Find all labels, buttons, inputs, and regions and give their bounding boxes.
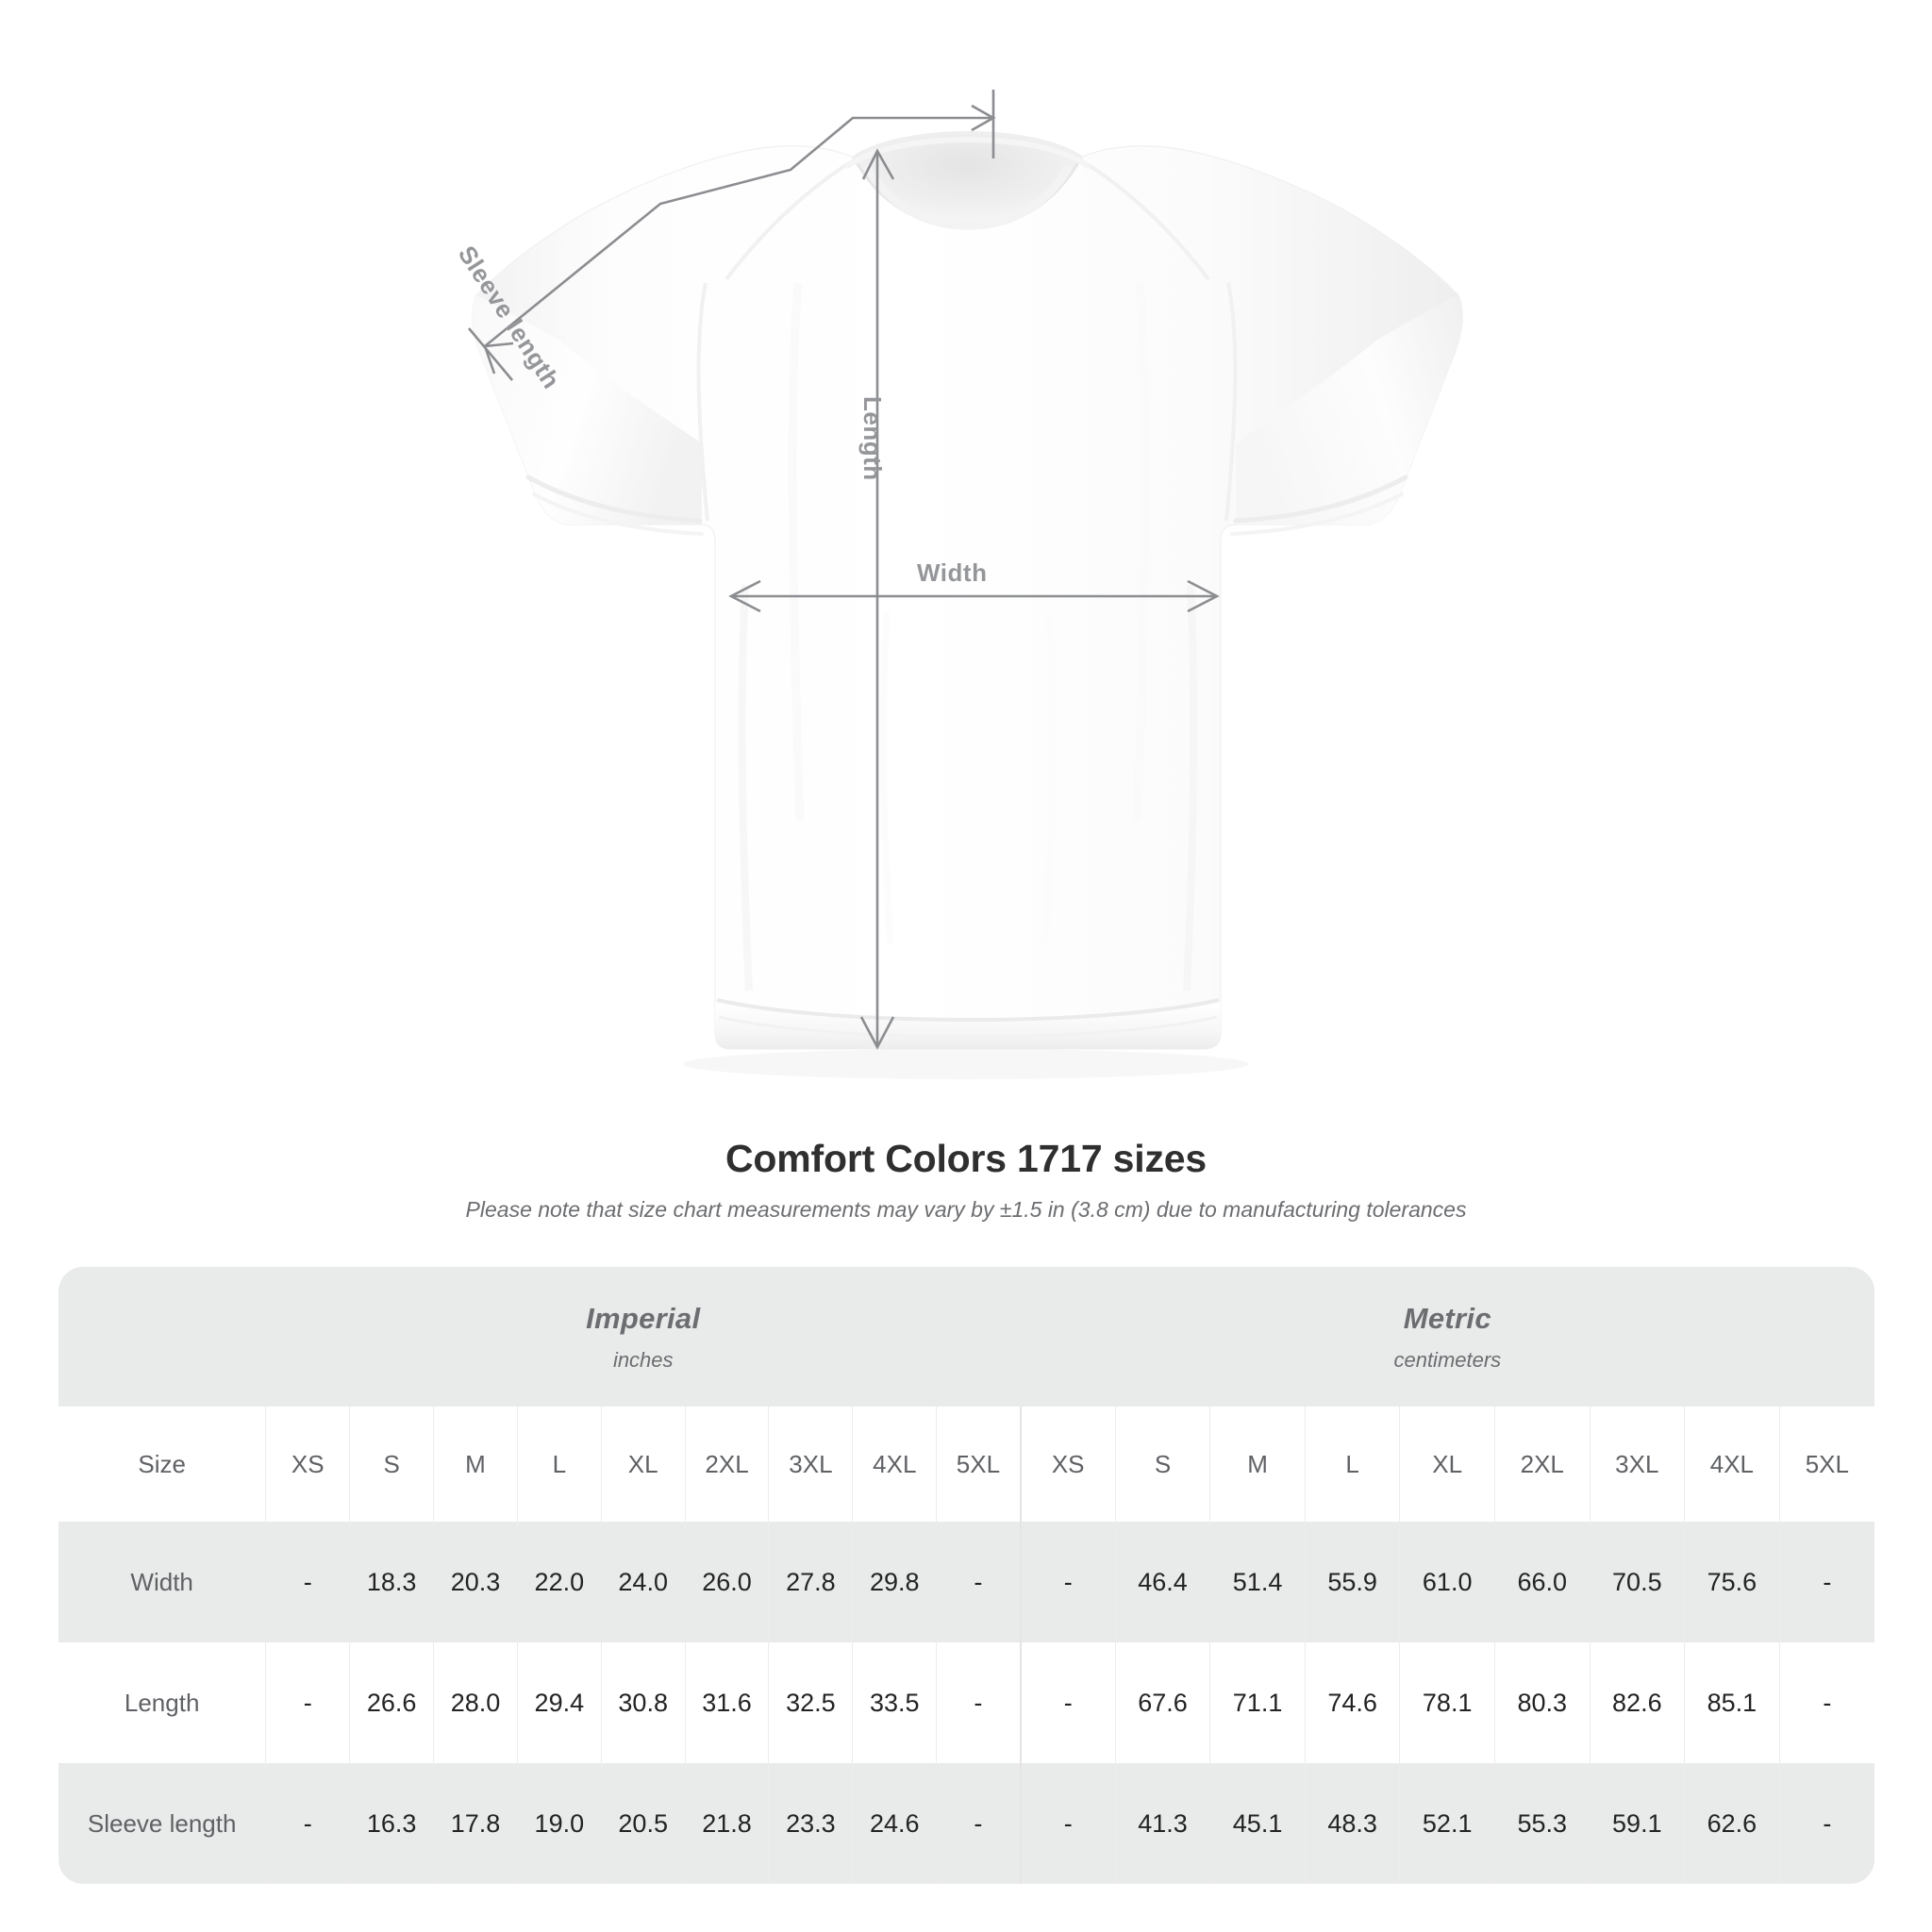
table-row: Width -18.3 20.3 22.0 24.0 26.0 27.8 29.8- -46.4…	[58, 1522, 1874, 1642]
imperial-unit-cell: Imperial inches	[265, 1267, 1021, 1407]
cell-sleeve-length-metric-5xl: -	[1778, 1763, 1874, 1884]
cell-length-imperial-3xl: 32.5	[768, 1642, 853, 1763]
size-header-imperial-5xl: 5XL	[936, 1407, 1021, 1522]
size-header-imperial-m: M	[433, 1407, 518, 1522]
cell-width-metric-5xl: -	[1778, 1522, 1874, 1642]
cell-length-metric-4xl: 85.1	[1684, 1642, 1780, 1763]
metric-unit-sub: centimeters	[1393, 1347, 1502, 1372]
row-label-sleeve-length: Sleeve length	[58, 1763, 266, 1884]
size-table-container: Imperial inches Metric centimeters Size XS S M L…	[58, 1267, 1874, 1884]
row-label-width: Width	[58, 1522, 266, 1642]
cell-length-metric-l: 74.6	[1304, 1642, 1400, 1763]
size-header-imperial-2xl: 2XL	[684, 1407, 769, 1522]
size-header-imperial-xl: XL	[600, 1407, 686, 1522]
size-header-imperial-3xl: 3XL	[768, 1407, 853, 1522]
cell-length-imperial-m: 28.0	[433, 1642, 518, 1763]
cell-length-metric-3xl: 82.6	[1589, 1642, 1685, 1763]
cell-width-metric-4xl: 75.6	[1684, 1522, 1780, 1642]
imperial-unit-sub: inches	[612, 1347, 674, 1372]
cell-sleeve-length-imperial-3xl: 23.3	[768, 1763, 853, 1884]
cell-width-metric-2xl: 66.0	[1493, 1522, 1591, 1642]
size-header-imperial-s: S	[349, 1407, 434, 1522]
cell-sleeve-length-imperial-4xl: 24.6	[852, 1763, 937, 1884]
unit-header-row: Imperial inches Metric centimeters	[58, 1267, 1874, 1407]
cell-length-imperial-4xl: 33.5	[852, 1642, 937, 1763]
tshirt-diagram: Sleeve length Length Width	[452, 90, 1463, 1050]
size-table: Imperial inches Metric centimeters Size XS S M L…	[58, 1267, 1874, 1884]
size-header-metric-xs: XS	[1019, 1407, 1116, 1522]
size-header-metric-s: S	[1114, 1407, 1210, 1522]
size-header-metric-l: L	[1304, 1407, 1400, 1522]
cell-sleeve-length-metric-3xl: 59.1	[1589, 1763, 1685, 1884]
cell-length-imperial-5xl: -	[936, 1642, 1021, 1763]
length-label: Length	[858, 396, 887, 481]
cell-sleeve-length-metric-2xl: 55.3	[1493, 1763, 1591, 1884]
cell-length-metric-xl: 78.1	[1399, 1642, 1495, 1763]
cell-sleeve-length-metric-s: 41.3	[1114, 1763, 1210, 1884]
table-row: Length -26.6 28.0 29.4 30.8 31.6 32.5 33.5- -67.…	[58, 1642, 1874, 1763]
cell-width-imperial-s: 18.3	[349, 1522, 434, 1642]
cell-width-imperial-5xl: -	[936, 1522, 1021, 1642]
size-header-row: Size XS S M L XL 2XL 3XL 4XL 5XL XS S M L XL 2XL 3XL 4XL 5…	[58, 1407, 1874, 1522]
cell-sleeve-length-metric-4xl: 62.6	[1684, 1763, 1780, 1884]
cell-width-imperial-2xl: 26.0	[684, 1522, 769, 1642]
cell-width-metric-l: 55.9	[1304, 1522, 1400, 1642]
size-header-metric-xl: XL	[1399, 1407, 1495, 1522]
cell-width-metric-3xl: 70.5	[1589, 1522, 1685, 1642]
tolerance-note: Please note that size chart measurements…	[465, 1197, 1467, 1222]
size-header-metric-m: M	[1209, 1407, 1306, 1522]
unit-row-corner	[58, 1267, 266, 1407]
cell-width-imperial-m: 20.3	[433, 1522, 518, 1642]
cell-width-metric-m: 51.4	[1209, 1522, 1306, 1642]
cell-length-metric-s: 67.6	[1114, 1642, 1210, 1763]
cell-width-metric-xl: 61.0	[1399, 1522, 1495, 1642]
size-header-imperial-xs: XS	[265, 1407, 350, 1522]
cell-width-imperial-xs: -	[265, 1522, 350, 1642]
cell-length-metric-xs: -	[1019, 1642, 1116, 1763]
width-label: Width	[917, 558, 988, 587]
cell-length-metric-2xl: 80.3	[1493, 1642, 1591, 1763]
metric-unit-cell: Metric centimeters	[1020, 1267, 1874, 1407]
tshirt-illustration	[468, 90, 1463, 1050]
cell-width-imperial-l: 22.0	[516, 1522, 602, 1642]
cell-width-metric-s: 46.4	[1114, 1522, 1210, 1642]
imperial-unit-name: Imperial	[586, 1301, 701, 1335]
cell-width-imperial-4xl: 29.8	[852, 1522, 937, 1642]
size-header-metric-2xl: 2XL	[1493, 1407, 1591, 1522]
cell-length-imperial-s: 26.6	[349, 1642, 434, 1763]
cell-length-imperial-2xl: 31.6	[684, 1642, 769, 1763]
cell-width-metric-xs: -	[1019, 1522, 1116, 1642]
cell-length-imperial-xl: 30.8	[600, 1642, 686, 1763]
size-header-metric-3xl: 3XL	[1589, 1407, 1685, 1522]
cell-sleeve-length-imperial-m: 17.8	[433, 1763, 518, 1884]
cell-width-imperial-xl: 24.0	[600, 1522, 686, 1642]
metric-unit-name: Metric	[1403, 1301, 1491, 1335]
cell-width-imperial-3xl: 27.8	[768, 1522, 853, 1642]
cell-sleeve-length-imperial-l: 19.0	[516, 1763, 602, 1884]
size-header-metric-5xl: 5XL	[1778, 1407, 1874, 1522]
cell-sleeve-length-metric-xs: -	[1019, 1763, 1116, 1884]
cell-sleeve-length-metric-l: 48.3	[1304, 1763, 1400, 1884]
cell-sleeve-length-metric-m: 45.1	[1209, 1763, 1306, 1884]
cell-sleeve-length-imperial-s: 16.3	[349, 1763, 434, 1884]
row-label-length: Length	[58, 1642, 266, 1763]
page-title: Comfort Colors 1717 sizes	[725, 1137, 1207, 1180]
cell-sleeve-length-imperial-xs: -	[265, 1763, 350, 1884]
cell-sleeve-length-imperial-5xl: -	[936, 1763, 1021, 1884]
cell-length-metric-m: 71.1	[1209, 1642, 1306, 1763]
size-header-imperial-4xl: 4XL	[852, 1407, 937, 1522]
cell-length-metric-5xl: -	[1778, 1642, 1874, 1763]
cell-sleeve-length-metric-xl: 52.1	[1399, 1763, 1495, 1884]
cell-sleeve-length-imperial-2xl: 21.8	[684, 1763, 769, 1884]
size-header-metric-4xl: 4XL	[1684, 1407, 1780, 1522]
cell-length-imperial-l: 29.4	[516, 1642, 602, 1763]
title-block: Comfort Colors 1717 sizes Please note th…	[0, 1137, 1932, 1223]
size-header-imperial-l: L	[516, 1407, 602, 1522]
size-header-label: Size	[58, 1407, 266, 1522]
table-row: Sleeve length -16.3 17.8 19.0 20.5 21.8 23.3 24…	[58, 1763, 1874, 1884]
cell-length-imperial-xs: -	[265, 1642, 350, 1763]
cell-sleeve-length-imperial-xl: 20.5	[600, 1763, 686, 1884]
